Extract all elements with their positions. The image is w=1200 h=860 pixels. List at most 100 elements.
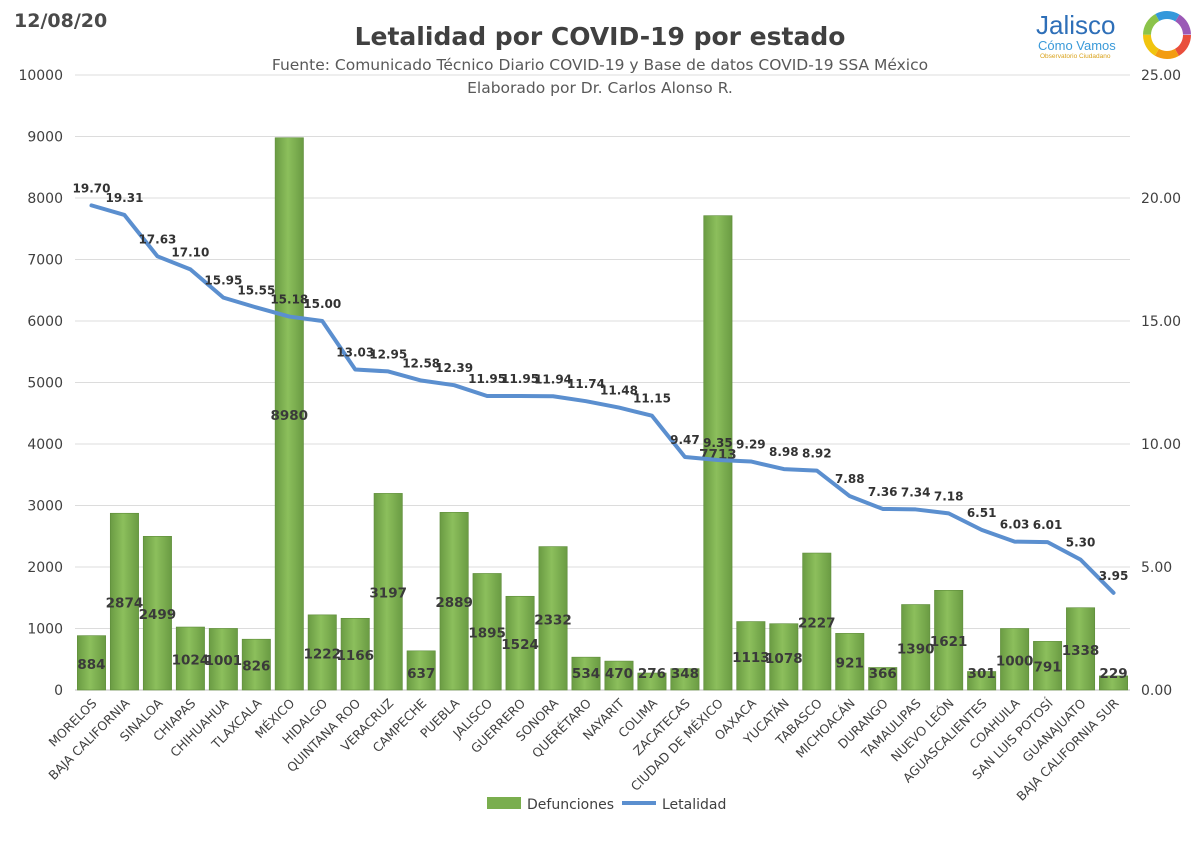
x-category-label: COLIMA — [615, 695, 660, 740]
bar-value-label: 2227 — [798, 616, 836, 632]
bar-value-label: 534 — [572, 666, 600, 682]
bar-defunciones — [802, 552, 832, 691]
x-category-label: MICHOACÁN — [793, 696, 858, 761]
bar-value-label: 2889 — [435, 595, 473, 611]
x-category-label: CHIHUAHUA — [167, 695, 232, 760]
bar-defunciones — [901, 604, 931, 691]
line-value-label: 8.92 — [802, 447, 832, 461]
line-value-label: 6.03 — [1000, 518, 1030, 532]
y-left-tick-label: 4000 — [27, 437, 63, 453]
x-category-label: JALISCO — [449, 695, 495, 741]
bar-value-label: 7713 — [699, 447, 737, 463]
bar-value-label: 1000 — [996, 653, 1034, 669]
bar-defunciones — [1033, 641, 1063, 691]
bar-defunciones — [77, 635, 106, 691]
x-category-label: CIUDAD DE MÉXICO — [628, 695, 726, 793]
bar-defunciones — [505, 595, 535, 691]
y-left-tick-label: 2000 — [27, 560, 63, 576]
legend-swatch-defunciones — [487, 797, 521, 809]
bar-value-label: 1166 — [336, 648, 374, 664]
y-right-tick-label: 15.00 — [1141, 314, 1181, 330]
bar-defunciones — [736, 621, 766, 691]
bar-defunciones — [175, 626, 205, 691]
bar-value-label: 791 — [1033, 660, 1061, 676]
legend-label-letalidad: Letalidad — [662, 797, 726, 813]
x-category-label: MÉXICO — [252, 695, 298, 741]
bar-value-label: 637 — [407, 666, 435, 682]
legend-label-defunciones: Defunciones — [527, 797, 614, 813]
bar-value-label: 348 — [671, 666, 699, 682]
line-value-label: 3.95 — [1099, 569, 1129, 583]
x-category-label: HIDALGO — [279, 695, 330, 746]
line-value-label: 7.34 — [901, 485, 931, 499]
bar-defunciones — [109, 512, 139, 691]
bar-value-label: 470 — [605, 666, 633, 682]
report-date: 12/08/20 — [14, 10, 108, 32]
bar-defunciones — [439, 512, 469, 691]
bar-defunciones — [967, 671, 997, 691]
bar-defunciones — [703, 215, 733, 691]
bar-value-label: 1338 — [1062, 643, 1100, 659]
chart-title: Letalidad por COVID-19 por estado — [354, 22, 846, 51]
y-left-tick-label: 1000 — [27, 622, 63, 638]
bar-value-label: 1524 — [501, 637, 539, 653]
line-value-label: 9.47 — [670, 433, 700, 447]
line-value-label: 9.29 — [736, 437, 766, 451]
y-left-tick-label: 8000 — [27, 191, 63, 207]
line-value-label: 12.39 — [435, 361, 473, 375]
y-left-tick-label: 9000 — [27, 130, 63, 146]
bar-defunciones — [571, 656, 601, 691]
chart-source: Fuente: Comunicado Técnico Diario COVID-… — [271, 56, 929, 74]
bar-defunciones — [307, 614, 337, 691]
x-category-label: BAJA CALIFORNIA SUR — [1013, 695, 1121, 803]
x-category-label: QUINTANA ROO — [284, 695, 364, 775]
bar-defunciones — [208, 628, 238, 691]
line-value-label: 11.74 — [567, 377, 605, 391]
x-category-label: SINALOA — [117, 695, 166, 744]
x-category-label: GUANAJUATO — [1019, 695, 1089, 765]
line-value-label: 11.48 — [600, 384, 638, 398]
bar-value-label: 2332 — [534, 612, 572, 628]
bar-defunciones — [274, 137, 304, 691]
bar-value-label: 2874 — [106, 596, 144, 612]
bar-defunciones — [769, 623, 799, 691]
x-category-label: OAXACA — [711, 695, 759, 743]
line-value-label: 7.18 — [934, 489, 964, 503]
bar-defunciones — [670, 668, 700, 691]
line-value-label: 11.95 — [468, 372, 506, 386]
x-category-label: BAJA CALIFORNIA — [45, 695, 133, 783]
bar-defunciones — [1000, 628, 1030, 691]
bar-value-label: 301 — [968, 666, 996, 682]
bar-defunciones — [340, 617, 370, 691]
line-value-label: 15.95 — [204, 274, 242, 288]
line-value-label: 9.35 — [703, 436, 733, 450]
bar-defunciones — [868, 667, 898, 691]
bar-defunciones — [934, 590, 964, 691]
line-value-label: 8.98 — [769, 445, 799, 459]
bar-value-label: 1113 — [732, 650, 770, 666]
logo-tagline: Observatorio Ciudadano — [1040, 53, 1111, 60]
bar-defunciones — [835, 633, 865, 691]
y-left-tick-label: 5000 — [27, 376, 63, 392]
x-category-label: COAHUILA — [966, 695, 1023, 752]
line-value-label: 5.30 — [1066, 536, 1096, 550]
bar-value-label: 2499 — [139, 607, 177, 623]
line-value-label: 12.95 — [369, 347, 407, 361]
line-value-label: 17.10 — [171, 245, 209, 259]
line-value-label: 17.63 — [138, 232, 176, 246]
x-category-label: TLAXCALA — [208, 695, 265, 752]
bar-defunciones — [604, 660, 634, 691]
y-right-tick-label: 10.00 — [1141, 437, 1181, 453]
x-category-label: CAMPECHE — [370, 695, 430, 755]
bar-value-label: 276 — [638, 666, 666, 682]
jalisco-como-vamos-logo: Jalisco Cómo Vamos Observatorio Ciudadan… — [1028, 8, 1194, 64]
bar-defunciones — [637, 672, 667, 691]
x-category-label: VERACRUZ — [338, 696, 397, 755]
line-value-label: 11.15 — [633, 392, 671, 406]
bar-defunciones — [142, 536, 172, 691]
line-value-label: 6.01 — [1033, 518, 1063, 532]
line-value-label: 11.94 — [534, 372, 572, 386]
letalidad-line — [89, 203, 1116, 595]
bar-value-label: 921 — [836, 656, 864, 672]
